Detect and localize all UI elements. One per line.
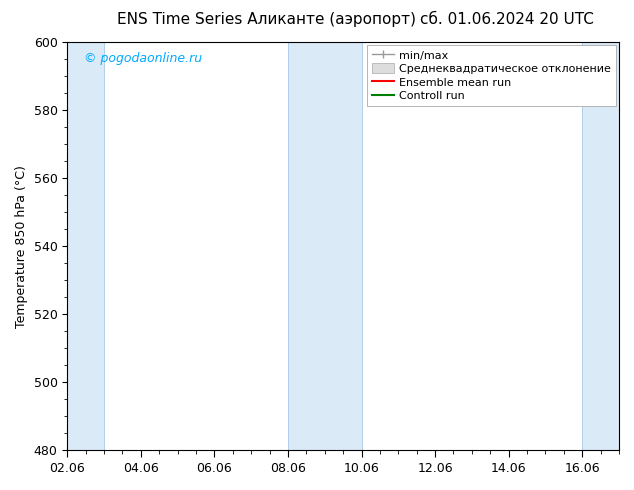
Text: © pogodaonline.ru: © pogodaonline.ru bbox=[84, 52, 202, 65]
Text: ENS Time Series Аликанте (аэропорт): ENS Time Series Аликанте (аэропорт) bbox=[117, 12, 416, 27]
Bar bbox=[582, 42, 619, 450]
Y-axis label: Temperature 850 hPa (°C): Temperature 850 hPa (°C) bbox=[15, 165, 28, 327]
Bar bbox=[288, 42, 361, 450]
Text: сб. 01.06.2024 20 UTC: сб. 01.06.2024 20 UTC bbox=[420, 12, 594, 27]
Legend: min/max, Среднеквадратическое отклонение, Ensemble mean run, Controll run: min/max, Среднеквадратическое отклонение… bbox=[367, 46, 616, 106]
Bar bbox=[67, 42, 104, 450]
